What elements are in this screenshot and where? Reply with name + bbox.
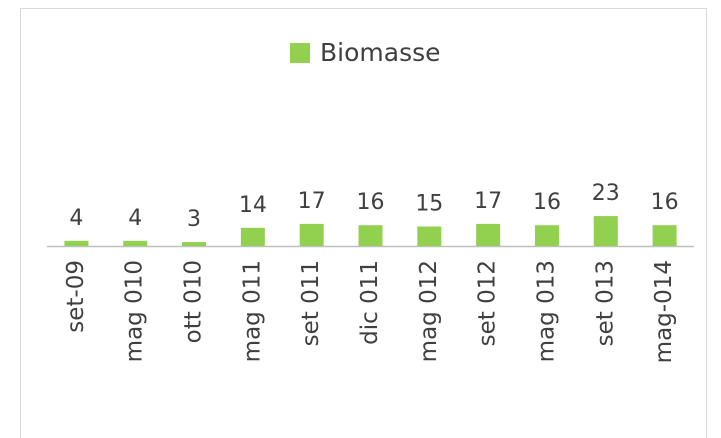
bar xyxy=(652,225,677,246)
bar xyxy=(123,240,148,246)
chart-border xyxy=(20,8,707,438)
x-tick-label: mag 010 xyxy=(122,260,148,362)
data-label: 23 xyxy=(592,181,620,206)
data-label: 4 xyxy=(69,206,83,231)
bar xyxy=(593,216,618,246)
data-label: 17 xyxy=(474,189,502,214)
data-label: 16 xyxy=(533,190,561,215)
bar xyxy=(417,226,442,246)
bar xyxy=(240,227,265,246)
x-tick-label: mag-014 xyxy=(651,260,677,363)
x-tick-label: set 013 xyxy=(592,260,618,346)
x-tick-label: set 011 xyxy=(298,260,324,346)
legend-swatch xyxy=(290,43,310,63)
x-tick-label: mag 012 xyxy=(416,260,442,362)
data-label: 3 xyxy=(187,207,201,232)
x-tick-label: mag 011 xyxy=(239,260,265,362)
x-tick-label: mag 013 xyxy=(533,260,559,362)
data-label: 17 xyxy=(298,189,326,214)
x-tick-label: set 012 xyxy=(475,260,501,346)
bar xyxy=(476,223,501,246)
x-tick-label: dic 011 xyxy=(357,260,383,345)
data-label: 4 xyxy=(128,206,142,231)
bar xyxy=(299,223,324,246)
data-label: 16 xyxy=(651,190,679,215)
bar xyxy=(534,225,559,246)
legend-label: Biomasse xyxy=(320,38,441,67)
x-tick-label: set-09 xyxy=(63,260,89,333)
data-label: 14 xyxy=(239,193,267,218)
bar xyxy=(182,242,207,246)
data-label: 15 xyxy=(415,192,443,217)
data-label: 16 xyxy=(357,190,385,215)
bar xyxy=(64,240,89,246)
bar xyxy=(358,225,383,246)
x-tick-label: ott 010 xyxy=(181,260,207,343)
